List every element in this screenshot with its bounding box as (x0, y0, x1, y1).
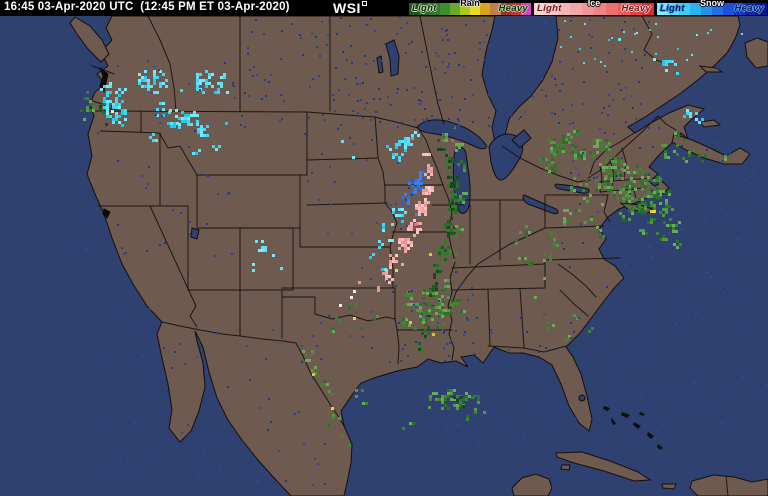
us-canada-border-east (587, 115, 659, 179)
prince-edward-island (699, 119, 722, 128)
lake-superior (416, 119, 487, 150)
nova-scotia (671, 133, 751, 165)
jamaica (661, 483, 677, 490)
great-salt-lake (190, 227, 200, 240)
ice-label: Ice (587, 0, 601, 8)
snow-light-label: Light (660, 3, 685, 14)
lake-winnipeg (385, 39, 400, 77)
cuba (555, 451, 652, 482)
bahamas-islands (603, 406, 663, 450)
snow-heavy-label: Heavy (734, 3, 764, 14)
isla-juventud (560, 464, 571, 471)
yucatan (511, 473, 553, 496)
lake-okeechobee (578, 394, 586, 402)
timestamp-label: 16:45 03-Apr-2020 UTC (12:45 PM ET 03-Ap… (4, 1, 290, 13)
newfoundland (744, 37, 768, 69)
ice-light-label: Light (537, 3, 562, 14)
san-francisco-bay (102, 208, 111, 219)
app-header: 16:45 03-Apr-2020 UTC (12:45 PM ET 03-Ap… (0, 0, 768, 16)
rain-label: Rain (460, 0, 480, 8)
snow-label: Snow (700, 0, 724, 8)
anticosti-island (698, 65, 724, 73)
wsi-logo: WSI (333, 0, 367, 16)
georgian-bay (511, 129, 532, 149)
snow-gradient (657, 3, 767, 15)
legend-bar-rain: Rain Light Heavy (409, 0, 532, 16)
wsi-degree-mark (361, 1, 367, 6)
rain-light-label: Light (412, 3, 437, 14)
legend-bar-snow: Snow Light Heavy (657, 0, 767, 16)
legend-bar-ice: Ice Light Heavy (534, 0, 654, 16)
hispaniola (689, 474, 768, 496)
us-canada-border (91, 110, 419, 129)
us-mexico-border (161, 321, 345, 427)
strait-juan-de-fuca (91, 65, 115, 75)
radar-precipitation-layer (65, 16, 768, 486)
mississippi-river (442, 184, 456, 361)
lake-erie (522, 194, 559, 215)
ice-gradient (534, 3, 654, 15)
precip-legend: Rain Light Heavy Ice Light Heavy Snow Light Heav… (409, 0, 767, 16)
rain-heavy-label: Heavy (498, 3, 528, 14)
wsi-logo-text: WSI (333, 0, 361, 16)
rain-gradient (409, 3, 532, 15)
vancouver-island (69, 16, 110, 63)
ice-heavy-label: Heavy (621, 3, 651, 14)
radar-map (0, 16, 768, 496)
bc-alberta-border (147, 16, 177, 112)
